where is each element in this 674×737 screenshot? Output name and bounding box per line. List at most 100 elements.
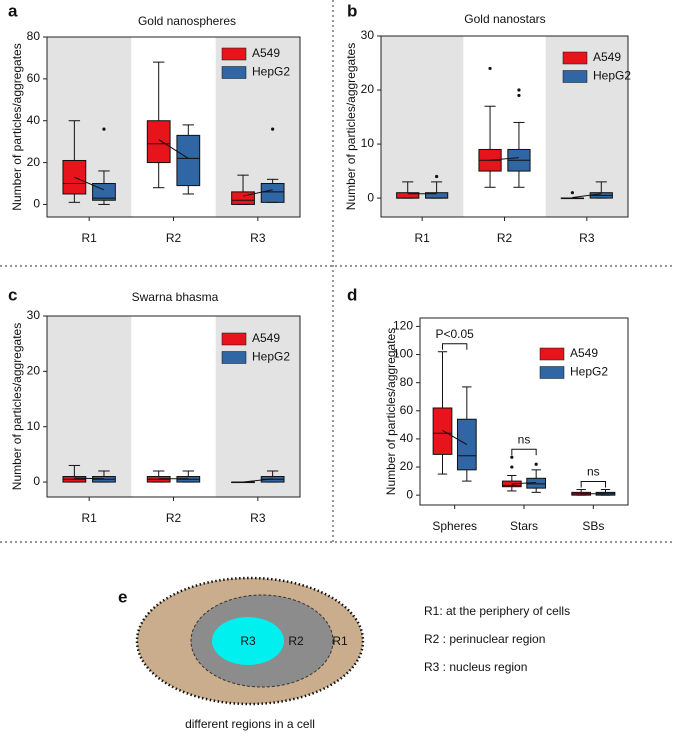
annotation: P<0.05 [435,327,474,341]
shade [47,37,132,217]
panel-letter: e [118,587,127,606]
box [432,407,453,455]
mean-line [242,478,273,483]
shade [215,316,300,497]
bracket [511,448,537,456]
mean-line [74,176,105,191]
y-tick-label: 20 [361,82,375,96]
y-tick-label: 100 [393,347,413,361]
mean-line [158,139,189,159]
x-tick-label: R3 [579,231,595,245]
mean-line [442,430,468,445]
box [176,134,201,187]
legend-text: R1: at the periphery of cells [424,604,570,618]
panel-letter: d [347,285,357,304]
nucleus [212,617,284,665]
y-axis-label: Number of particles/aggregates [344,43,358,210]
outlier [102,127,106,131]
legend-swatch [562,70,588,83]
y-axis-label: Number of particles/aggregates [10,323,24,490]
chart: a Gold nanospheres Number of particles/agg… [8,1,301,245]
mean-line [242,189,273,197]
panel-letter: b [347,1,357,20]
mean-line [74,477,104,480]
x-tick-label: R2 [497,231,513,245]
x-tick-label: R2 [166,511,182,525]
legend-label: HepG2 [252,350,290,364]
legend-swatch [539,366,565,379]
legend-label: A549 [252,331,280,345]
x-tick-label: R1 [414,231,430,245]
x-tick-label: Stars [510,519,538,533]
legend-swatch [221,47,247,61]
y-tick-label: 20 [27,364,41,378]
box [146,120,171,164]
box [501,480,522,488]
legend-label: A549 [570,346,598,360]
outlier [570,191,574,195]
x-tick-label: SBs [582,519,604,533]
y-tick-label: 10 [27,419,41,433]
outlier [517,93,521,98]
y-tick-label: 60 [400,403,414,417]
box [456,418,477,471]
mean-line [511,482,537,485]
legend-swatch [562,51,588,65]
y-tick-label: 60 [27,71,41,85]
y-tick-label: 40 [27,113,41,127]
y-tick-label: 10 [361,136,375,150]
mean-line [572,193,602,199]
y-axis-label: Number of particles/aggregates [10,43,24,210]
chart-title: Gold nanostars [464,12,545,26]
annotation: ns [587,465,600,479]
legend-swatch [221,351,247,364]
y-tick-label: 120 [393,319,413,333]
annotation: ns [518,432,531,446]
x-tick-label: Spheres [432,519,477,533]
y-tick-label: 80 [27,29,41,43]
outlier [488,66,492,71]
legend-label: A549 [593,50,621,64]
panel-letter: c [8,285,17,304]
y-tick-label: 30 [27,308,41,322]
shade [47,316,132,497]
y-tick-label: 20 [27,155,41,169]
legend-swatch [539,347,565,361]
region-label: R3 [240,634,256,648]
region-label: R2 [288,634,304,648]
legend-label: A549 [252,46,280,60]
bracket [441,343,468,350]
y-tick-label: 0 [406,487,413,501]
legend-swatch [221,332,247,346]
outlier [271,127,275,131]
y-tick-label: 40 [400,431,414,445]
y-tick-label: 0 [33,474,40,488]
shade [381,36,464,217]
y-tick-label: 0 [33,197,40,211]
y-tick-label: 0 [367,190,374,204]
legend-swatch [221,66,247,79]
x-tick-label: R2 [166,231,182,245]
panel-letter: a [8,1,18,20]
x-tick-label: R1 [81,511,97,525]
x-tick-label: R1 [81,231,97,245]
diagram: e R1 R2 R3 different regions in a cell R… [118,576,570,731]
chart-title: Swarna bhasma [132,290,219,304]
legend-label: HepG2 [593,69,631,83]
x-tick-label: R3 [250,231,266,245]
box [260,183,285,203]
legend-label: HepG2 [570,365,608,379]
y-axis-label: Number of particles/aggregates [384,328,398,495]
chart: c Swarna bhasma Number of particles/aggreg… [8,285,301,525]
y-tick-label: 80 [400,375,414,389]
y-tick-label: 30 [361,28,375,42]
caption: different regions in a cell [185,717,315,731]
outlier [534,462,538,466]
mean-line [490,157,519,161]
outlier [435,174,439,179]
outlier [510,455,514,459]
x-tick-label: R3 [250,511,266,525]
chart-title: Gold nanospheres [138,14,236,28]
legend-label: HepG2 [252,65,290,79]
